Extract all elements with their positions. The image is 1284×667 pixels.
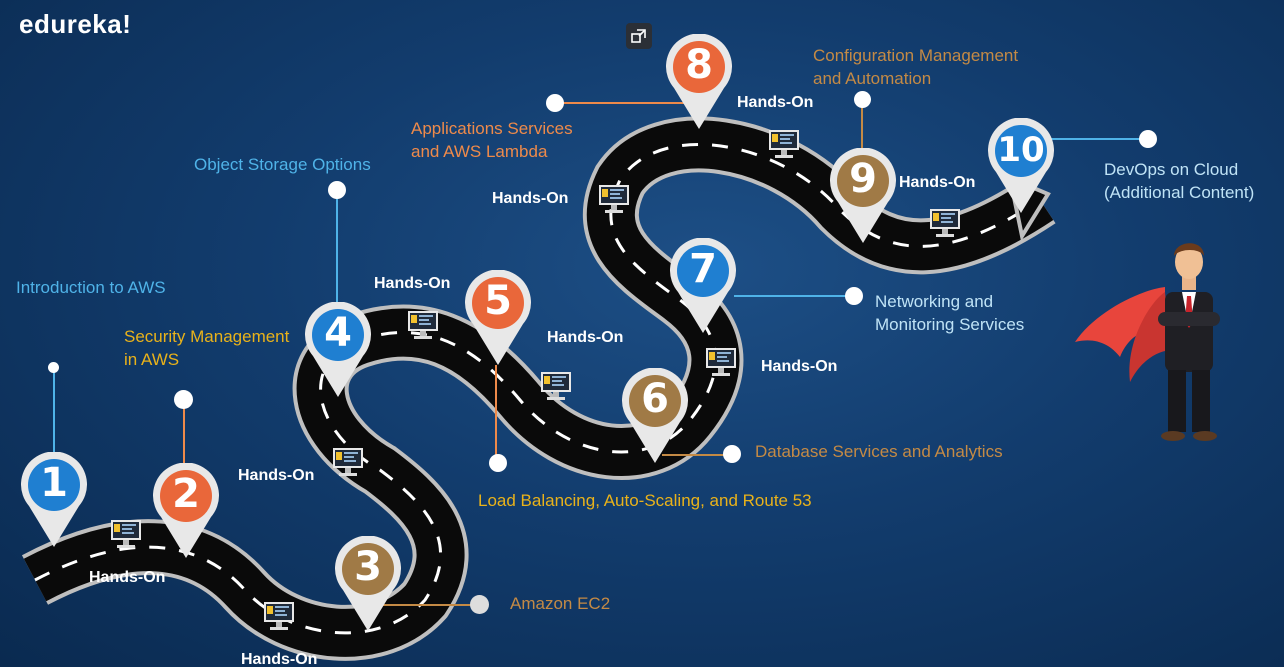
connector-line-6 <box>662 454 728 456</box>
computer-icon <box>111 520 141 548</box>
connector-line-2 <box>183 402 185 466</box>
computer-icon <box>769 130 799 158</box>
hands-on-label: Hands-On <box>492 190 569 207</box>
step-6-number: 6 <box>641 376 669 422</box>
computer-icon <box>541 372 571 400</box>
connector-line-10 <box>1050 138 1142 140</box>
step-7-label: Networking and Monitoring Services <box>875 290 1024 336</box>
hands-on-label: Hands-On <box>374 275 451 292</box>
superhero-businessman-illustration <box>1075 243 1220 441</box>
step-8-number: 8 <box>685 42 713 88</box>
computer-icon <box>408 311 438 339</box>
hands-on-label: Hands-On <box>899 174 976 191</box>
connector-dot-7 <box>845 287 863 305</box>
step-5-label: Load Balancing, Auto-Scaling, and Route … <box>478 491 812 510</box>
step-4-pin[interactable]: 4 <box>305 301 371 398</box>
step-8-label-line1: Applications Services <box>411 119 573 138</box>
step-2-label-line1: Security Management <box>124 327 290 346</box>
step-9-pin[interactable]: 9 <box>830 147 896 244</box>
connector-line-4 <box>336 196 338 306</box>
step-10-number: 10 <box>997 130 1045 170</box>
step-6-label: Database Services and Analytics <box>755 442 1003 461</box>
computer-icon <box>333 448 363 476</box>
hands-on-label: Hands-On <box>238 467 315 484</box>
step-8-label-line2: and AWS Lambda <box>411 142 548 161</box>
connector-dot-6 <box>723 445 741 463</box>
connector-line-3 <box>378 604 474 606</box>
edureka-logo: edureka! <box>19 9 132 39</box>
computer-icon <box>930 209 960 237</box>
step-4-number: 4 <box>324 310 352 356</box>
step-6-pin[interactable]: 6 <box>622 367 688 464</box>
step-8-pin[interactable]: 8 <box>666 33 732 130</box>
connector-dot-10 <box>1139 130 1157 148</box>
step-1-number: 1 <box>40 460 68 506</box>
hands-on-label: Hands-On <box>89 569 166 586</box>
connector-dot-1 <box>48 362 59 373</box>
computer-icon <box>706 348 736 376</box>
step-2-number: 2 <box>172 471 200 517</box>
connector-line-1 <box>53 368 55 456</box>
step-9-number: 9 <box>849 156 877 202</box>
step-9-label-line2: and Automation <box>813 69 932 88</box>
connector-line-7 <box>734 295 848 297</box>
step-7-number: 7 <box>689 246 717 292</box>
step-2-label: Security Management in AWS <box>124 325 289 371</box>
computer-icon <box>599 185 629 213</box>
step-7-pin[interactable]: 7 <box>670 237 736 334</box>
connector-dot-4 <box>328 181 346 199</box>
connector-dot-9 <box>854 91 871 108</box>
step-1-pin[interactable]: 1 <box>20 451 87 548</box>
connector-dot-5 <box>489 454 507 472</box>
step-3-number: 3 <box>354 544 382 590</box>
step-10-pin[interactable]: 10 <box>988 117 1054 214</box>
connector-line-9 <box>861 104 863 152</box>
step-2-label-line2: in AWS <box>124 350 180 369</box>
step-8-label: Applications Services and AWS Lambda <box>411 117 573 163</box>
step-9-label-line1: Configuration Management <box>813 46 1019 65</box>
connector-line-8 <box>563 102 685 104</box>
restore-window-icon[interactable] <box>626 23 652 49</box>
step-4-label: Object Storage Options <box>194 155 371 174</box>
connector-dot-2 <box>174 390 193 409</box>
hands-on-label: Hands-On <box>737 94 814 111</box>
hands-on-label: Hands-On <box>761 358 838 375</box>
step-7-label-line1: Networking and <box>875 292 994 311</box>
step-5-number: 5 <box>484 278 512 324</box>
hands-on-label: Hands-On <box>547 329 624 346</box>
step-10-label: DevOps on Cloud (Additional Content) <box>1104 158 1254 204</box>
step-7-label-line2: Monitoring Services <box>875 315 1025 334</box>
connector-dot-3 <box>470 595 489 614</box>
step-3-pin[interactable]: 3 <box>335 535 401 632</box>
step-10-label-line1: DevOps on Cloud <box>1104 160 1239 179</box>
step-9-label: Configuration Management and Automation <box>813 44 1018 90</box>
connector-dot-8 <box>546 94 564 112</box>
step-5-pin[interactable]: 5 <box>465 269 531 366</box>
step-2-pin[interactable]: 2 <box>153 462 219 559</box>
step-1-label: Introduction to AWS <box>16 278 166 297</box>
hands-on-label: Hands-On <box>241 651 318 667</box>
road-center-line <box>34 142 1041 635</box>
computer-icon <box>264 602 294 630</box>
step-3-label: Amazon EC2 <box>510 594 611 613</box>
connector-line-5 <box>495 365 497 460</box>
step-10-label-line2: (Additional Content) <box>1104 183 1255 202</box>
